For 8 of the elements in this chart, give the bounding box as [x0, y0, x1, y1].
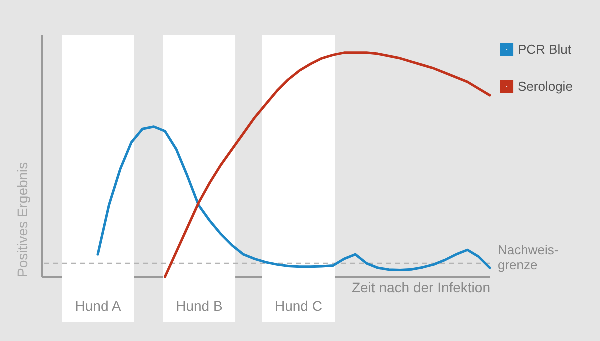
text: Hund C	[274, 298, 322, 314]
ref-line-label: Nachweis- grenze	[498, 242, 559, 273]
legend-label: PCR Blut	[518, 42, 572, 57]
text: Hund A	[75, 298, 122, 314]
x-axis-title: Zeit nach der Infektion	[352, 280, 490, 296]
text: Hund B	[176, 298, 223, 314]
y-axis-title: Positives Ergebnis	[14, 162, 30, 278]
legend-label: Serologie	[518, 79, 573, 94]
